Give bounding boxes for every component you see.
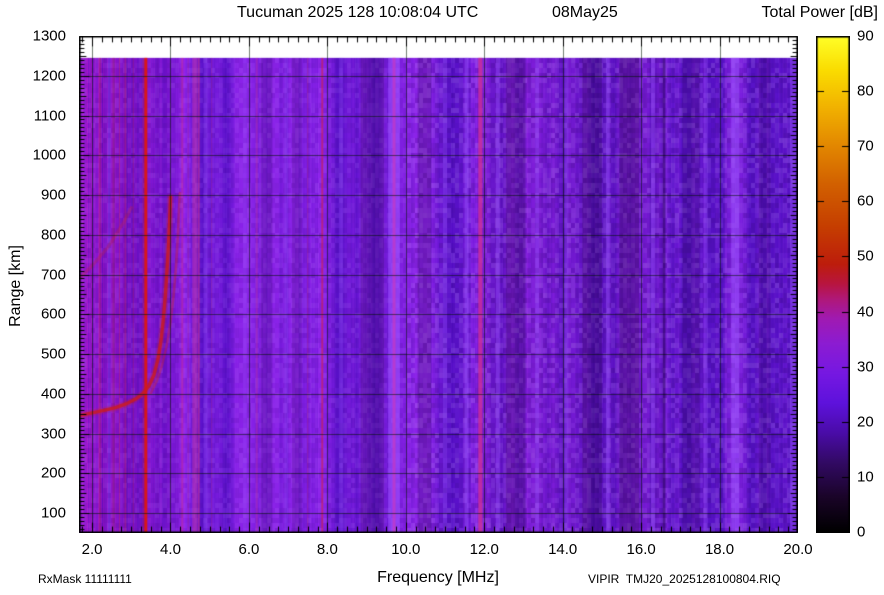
x-tick-label: 10.0 (391, 541, 421, 558)
x-tick-label: 2.0 (81, 541, 103, 558)
y-tick-label: 800 (40, 226, 66, 244)
ionogram-heatmap-canvas (79, 36, 798, 533)
colorbar-canvas (816, 36, 850, 533)
x-tick-label: 16.0 (626, 541, 656, 558)
colorbar-tick-label: 40 (857, 303, 874, 321)
x-tick-label: 20.0 (783, 541, 813, 558)
colorbar-tick-label: 80 (857, 82, 874, 100)
y-tick-label: 1200 (32, 67, 66, 85)
colorbar-tick-label: 10 (857, 468, 874, 486)
x-tick-label: 12.0 (469, 541, 499, 558)
colorbar-tick-label: 70 (857, 137, 874, 155)
x-axis-title: Frequency [MHz] (377, 569, 499, 586)
colorbar-tick-label: 20 (857, 413, 874, 431)
colorbar-tick-label: 0 (857, 523, 866, 541)
colorbar-tick-label: 90 (857, 27, 874, 45)
y-tick-label: 200 (40, 464, 66, 482)
colorbar-tick-label: 30 (857, 358, 874, 376)
colorbar-title: Total Power [dB] (761, 4, 879, 21)
y-tick-label: 600 (40, 305, 66, 323)
x-tick-label: 4.0 (160, 541, 181, 558)
y-tick-label: 900 (40, 186, 66, 204)
y-tick-label: 700 (40, 266, 66, 283)
file-name-text: VIPIR TMJ20_2025128100804.RIQ (588, 572, 781, 586)
x-tick-label: 18.0 (704, 541, 735, 558)
plot-date: 08May25 (552, 4, 618, 21)
y-tick-label: 1100 (33, 107, 66, 124)
colorbar-tick-label: 60 (857, 192, 874, 210)
plot-title: Tucuman 2025 128 10:08:04 UTC (237, 4, 479, 21)
y-tick-label: 1000 (32, 146, 66, 164)
x-tick-label: 6.0 (238, 541, 260, 558)
x-tick-label: 8.0 (316, 541, 338, 558)
y-tick-label: 400 (40, 385, 66, 403)
y-tick-label: 300 (40, 425, 66, 442)
y-tick-label: 1300 (32, 27, 66, 45)
y-tick-label: 100 (40, 504, 66, 522)
colorbar-tick-label: 50 (857, 247, 874, 265)
y-tick-label: 500 (40, 345, 66, 363)
x-tick-label: 14.0 (548, 541, 578, 558)
rx-mask-text: RxMask 11111111 (38, 572, 132, 586)
